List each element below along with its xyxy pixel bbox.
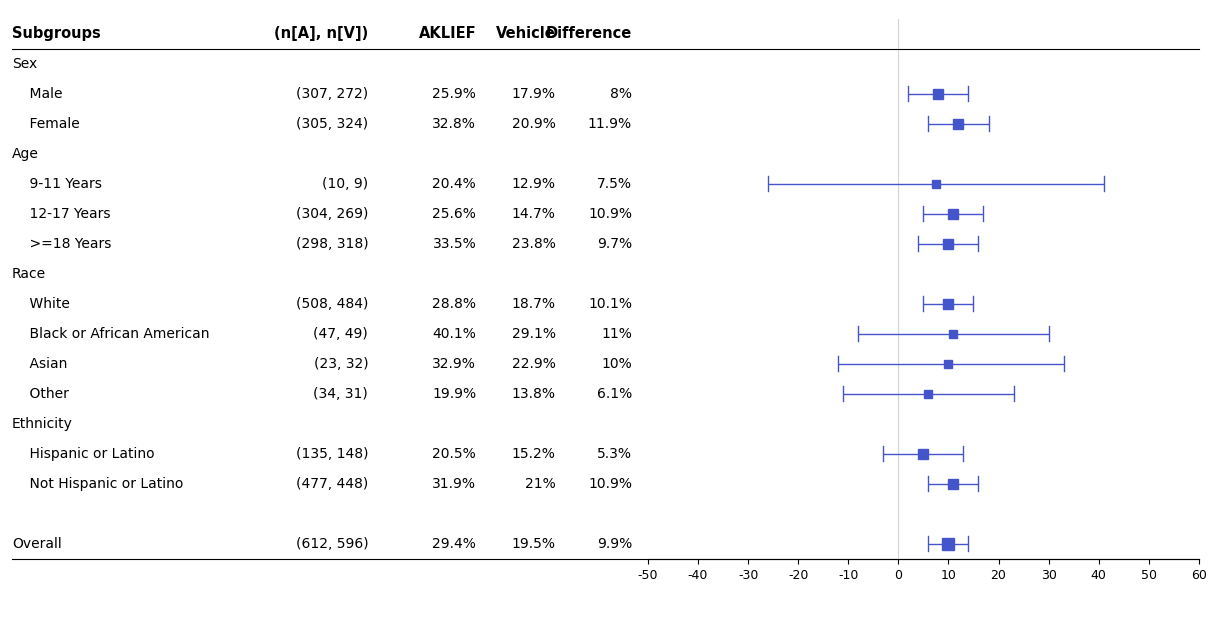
Text: (508, 484): (508, 484) bbox=[295, 297, 368, 310]
Text: Vehicle: Vehicle bbox=[497, 26, 556, 41]
Text: (135, 148): (135, 148) bbox=[295, 447, 368, 461]
Text: 9.9%: 9.9% bbox=[597, 537, 632, 551]
Text: Male: Male bbox=[12, 87, 63, 101]
Text: 13.8%: 13.8% bbox=[512, 387, 556, 401]
Text: 14.7%: 14.7% bbox=[512, 207, 556, 220]
Text: 18.7%: 18.7% bbox=[512, 297, 556, 310]
Text: >=18 Years: >=18 Years bbox=[12, 237, 111, 251]
Text: 40.1%: 40.1% bbox=[432, 327, 476, 341]
Text: Difference: Difference bbox=[546, 26, 632, 41]
Text: 29.4%: 29.4% bbox=[432, 537, 476, 551]
Text: 15.2%: 15.2% bbox=[512, 447, 556, 461]
Text: 10.1%: 10.1% bbox=[589, 297, 632, 310]
Text: Asian: Asian bbox=[12, 357, 68, 371]
Text: Ethnicity: Ethnicity bbox=[12, 417, 73, 431]
Text: AKLIEF: AKLIEF bbox=[419, 26, 476, 41]
Text: 12.9%: 12.9% bbox=[512, 177, 556, 191]
Text: (23, 32): (23, 32) bbox=[314, 357, 368, 371]
Text: 22.9%: 22.9% bbox=[512, 357, 556, 371]
Text: 10.9%: 10.9% bbox=[589, 207, 632, 220]
Text: Subgroups: Subgroups bbox=[12, 26, 101, 41]
Text: 32.8%: 32.8% bbox=[432, 117, 476, 130]
Text: 19.5%: 19.5% bbox=[512, 537, 556, 551]
Text: 20.5%: 20.5% bbox=[432, 447, 476, 461]
Text: Overall: Overall bbox=[12, 537, 62, 551]
Text: 21%: 21% bbox=[524, 477, 556, 491]
Text: 9.7%: 9.7% bbox=[597, 237, 632, 251]
Text: 33.5%: 33.5% bbox=[432, 237, 476, 251]
Text: 12-17 Years: 12-17 Years bbox=[12, 207, 110, 220]
Text: Black or African American: Black or African American bbox=[12, 327, 210, 341]
Text: 7.5%: 7.5% bbox=[597, 177, 632, 191]
Text: 11.9%: 11.9% bbox=[587, 117, 632, 130]
Text: Race: Race bbox=[12, 267, 46, 281]
Text: (34, 31): (34, 31) bbox=[314, 387, 368, 401]
Text: 28.8%: 28.8% bbox=[432, 297, 476, 310]
Text: 8%: 8% bbox=[610, 87, 632, 101]
Text: (298, 318): (298, 318) bbox=[295, 237, 368, 251]
Text: Other: Other bbox=[12, 387, 69, 401]
Text: (307, 272): (307, 272) bbox=[295, 87, 368, 101]
Text: Age: Age bbox=[12, 147, 39, 161]
Text: 32.9%: 32.9% bbox=[432, 357, 476, 371]
Text: 20.9%: 20.9% bbox=[512, 117, 556, 130]
Text: Hispanic or Latino: Hispanic or Latino bbox=[12, 447, 155, 461]
Text: 17.9%: 17.9% bbox=[512, 87, 556, 101]
Text: 11%: 11% bbox=[601, 327, 632, 341]
Text: 20.4%: 20.4% bbox=[432, 177, 476, 191]
Text: 5.3%: 5.3% bbox=[597, 447, 632, 461]
Text: (612, 596): (612, 596) bbox=[295, 537, 368, 551]
Text: (304, 269): (304, 269) bbox=[295, 207, 368, 220]
Text: 9-11 Years: 9-11 Years bbox=[12, 177, 102, 191]
Text: White: White bbox=[12, 297, 70, 310]
Text: Not Hispanic or Latino: Not Hispanic or Latino bbox=[12, 477, 184, 491]
Text: (477, 448): (477, 448) bbox=[295, 477, 368, 491]
Text: Female: Female bbox=[12, 117, 80, 130]
Text: 31.9%: 31.9% bbox=[432, 477, 476, 491]
Text: (10, 9): (10, 9) bbox=[322, 177, 368, 191]
Text: (305, 324): (305, 324) bbox=[295, 117, 368, 130]
Text: 29.1%: 29.1% bbox=[512, 327, 556, 341]
Text: (n[A], n[V]): (n[A], n[V]) bbox=[274, 26, 368, 41]
Text: (47, 49): (47, 49) bbox=[314, 327, 368, 341]
Text: Sex: Sex bbox=[12, 57, 38, 71]
Text: 10.9%: 10.9% bbox=[589, 477, 632, 491]
Text: 6.1%: 6.1% bbox=[597, 387, 632, 401]
Text: 25.9%: 25.9% bbox=[432, 87, 476, 101]
Text: 25.6%: 25.6% bbox=[432, 207, 476, 220]
Text: 19.9%: 19.9% bbox=[432, 387, 476, 401]
Text: 10%: 10% bbox=[601, 357, 632, 371]
Text: 23.8%: 23.8% bbox=[512, 237, 556, 251]
